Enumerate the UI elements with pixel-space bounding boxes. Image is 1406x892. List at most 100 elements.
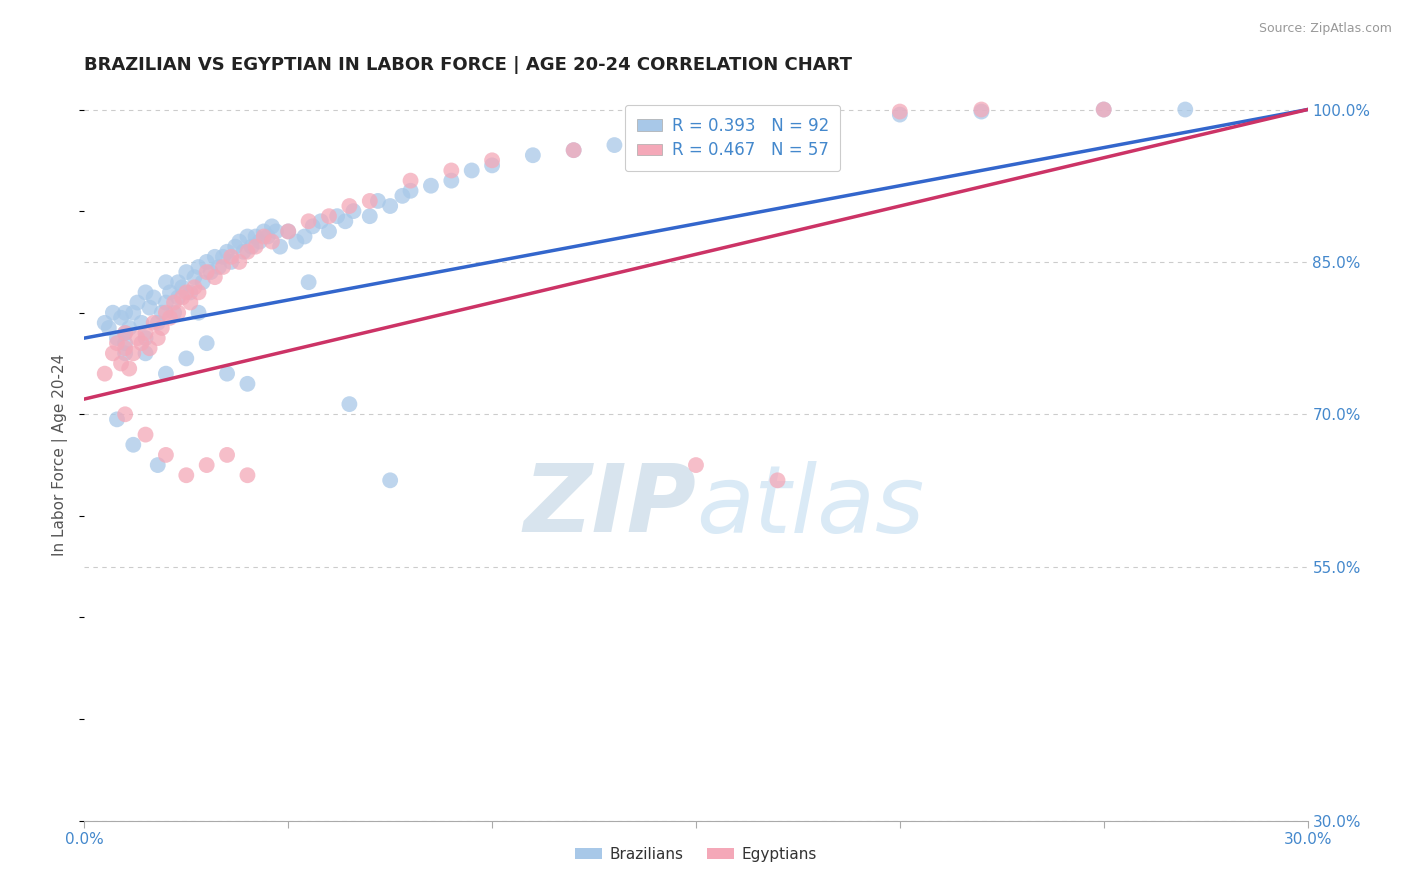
Point xyxy=(114,326,136,340)
Point xyxy=(481,158,503,172)
Point xyxy=(114,336,136,351)
Point xyxy=(245,240,267,254)
Point xyxy=(110,310,132,325)
Point xyxy=(204,250,226,264)
Point xyxy=(159,310,181,325)
Point xyxy=(114,407,136,421)
Point xyxy=(135,331,157,345)
Point xyxy=(1092,103,1115,117)
Point xyxy=(335,214,357,228)
Point xyxy=(146,458,169,472)
Point xyxy=(167,290,190,304)
Point xyxy=(127,295,149,310)
Point xyxy=(277,224,299,238)
Point xyxy=(380,199,402,213)
Text: ZIP: ZIP xyxy=(523,460,696,552)
Point xyxy=(217,244,239,259)
Point xyxy=(228,255,250,269)
Point xyxy=(970,104,993,119)
Point xyxy=(318,209,340,223)
Point xyxy=(232,244,254,259)
Point xyxy=(200,265,222,279)
Point xyxy=(105,331,128,345)
Point xyxy=(399,173,422,187)
Point xyxy=(1092,103,1115,117)
Point xyxy=(167,306,190,320)
Point xyxy=(644,133,666,147)
Point xyxy=(114,326,136,340)
Point xyxy=(131,336,153,351)
Point xyxy=(183,270,205,285)
Point xyxy=(150,306,173,320)
Point xyxy=(93,367,117,381)
Point xyxy=(105,336,128,351)
Point xyxy=(187,285,209,300)
Point xyxy=(195,265,218,279)
Point xyxy=(191,275,214,289)
Point xyxy=(155,295,177,310)
Point xyxy=(163,295,186,310)
Point xyxy=(114,341,136,355)
Point xyxy=(118,361,141,376)
Point xyxy=(217,367,239,381)
Point xyxy=(135,346,157,360)
Point xyxy=(101,306,124,320)
Point xyxy=(298,214,321,228)
Point xyxy=(236,244,259,259)
Point xyxy=(224,240,246,254)
Point xyxy=(440,173,463,187)
Point xyxy=(522,148,544,162)
Point xyxy=(461,163,484,178)
Point xyxy=(318,224,340,238)
Point xyxy=(685,458,707,472)
Point xyxy=(1174,103,1197,117)
Point xyxy=(155,306,177,320)
Point xyxy=(146,316,169,330)
Point xyxy=(135,427,157,442)
Point xyxy=(195,458,218,472)
Point xyxy=(228,235,250,249)
Point xyxy=(644,133,666,147)
Point xyxy=(155,275,177,289)
Point xyxy=(219,250,242,264)
Point xyxy=(105,412,128,426)
Point xyxy=(301,219,323,234)
Point xyxy=(391,189,413,203)
Point xyxy=(150,321,173,335)
Point xyxy=(298,275,321,289)
Point xyxy=(342,204,364,219)
Point xyxy=(135,285,157,300)
Point xyxy=(294,229,316,244)
Legend: Brazilians, Egyptians: Brazilians, Egyptians xyxy=(568,840,824,868)
Point xyxy=(277,224,299,238)
Point xyxy=(159,285,181,300)
Text: BRAZILIAN VS EGYPTIAN IN LABOR FORCE | AGE 20-24 CORRELATION CHART: BRAZILIAN VS EGYPTIAN IN LABOR FORCE | A… xyxy=(84,56,852,74)
Point xyxy=(219,255,242,269)
Point xyxy=(359,209,381,223)
Point xyxy=(146,331,169,345)
Point xyxy=(236,229,259,244)
Point xyxy=(889,104,911,119)
Point xyxy=(212,260,235,274)
Point xyxy=(179,285,201,300)
Point xyxy=(725,123,748,137)
Point xyxy=(253,229,276,244)
Point xyxy=(155,367,177,381)
Point xyxy=(260,219,283,234)
Point xyxy=(131,316,153,330)
Point xyxy=(339,199,361,213)
Point xyxy=(399,184,422,198)
Point xyxy=(212,250,235,264)
Point xyxy=(562,143,585,157)
Point xyxy=(257,229,280,244)
Point xyxy=(440,163,463,178)
Point xyxy=(236,468,259,483)
Point xyxy=(562,143,585,157)
Point xyxy=(264,224,287,238)
Point xyxy=(807,112,830,127)
Text: Source: ZipAtlas.com: Source: ZipAtlas.com xyxy=(1258,22,1392,36)
Text: atlas: atlas xyxy=(696,460,924,551)
Point xyxy=(766,473,789,487)
Point xyxy=(187,306,209,320)
Point xyxy=(807,112,830,127)
